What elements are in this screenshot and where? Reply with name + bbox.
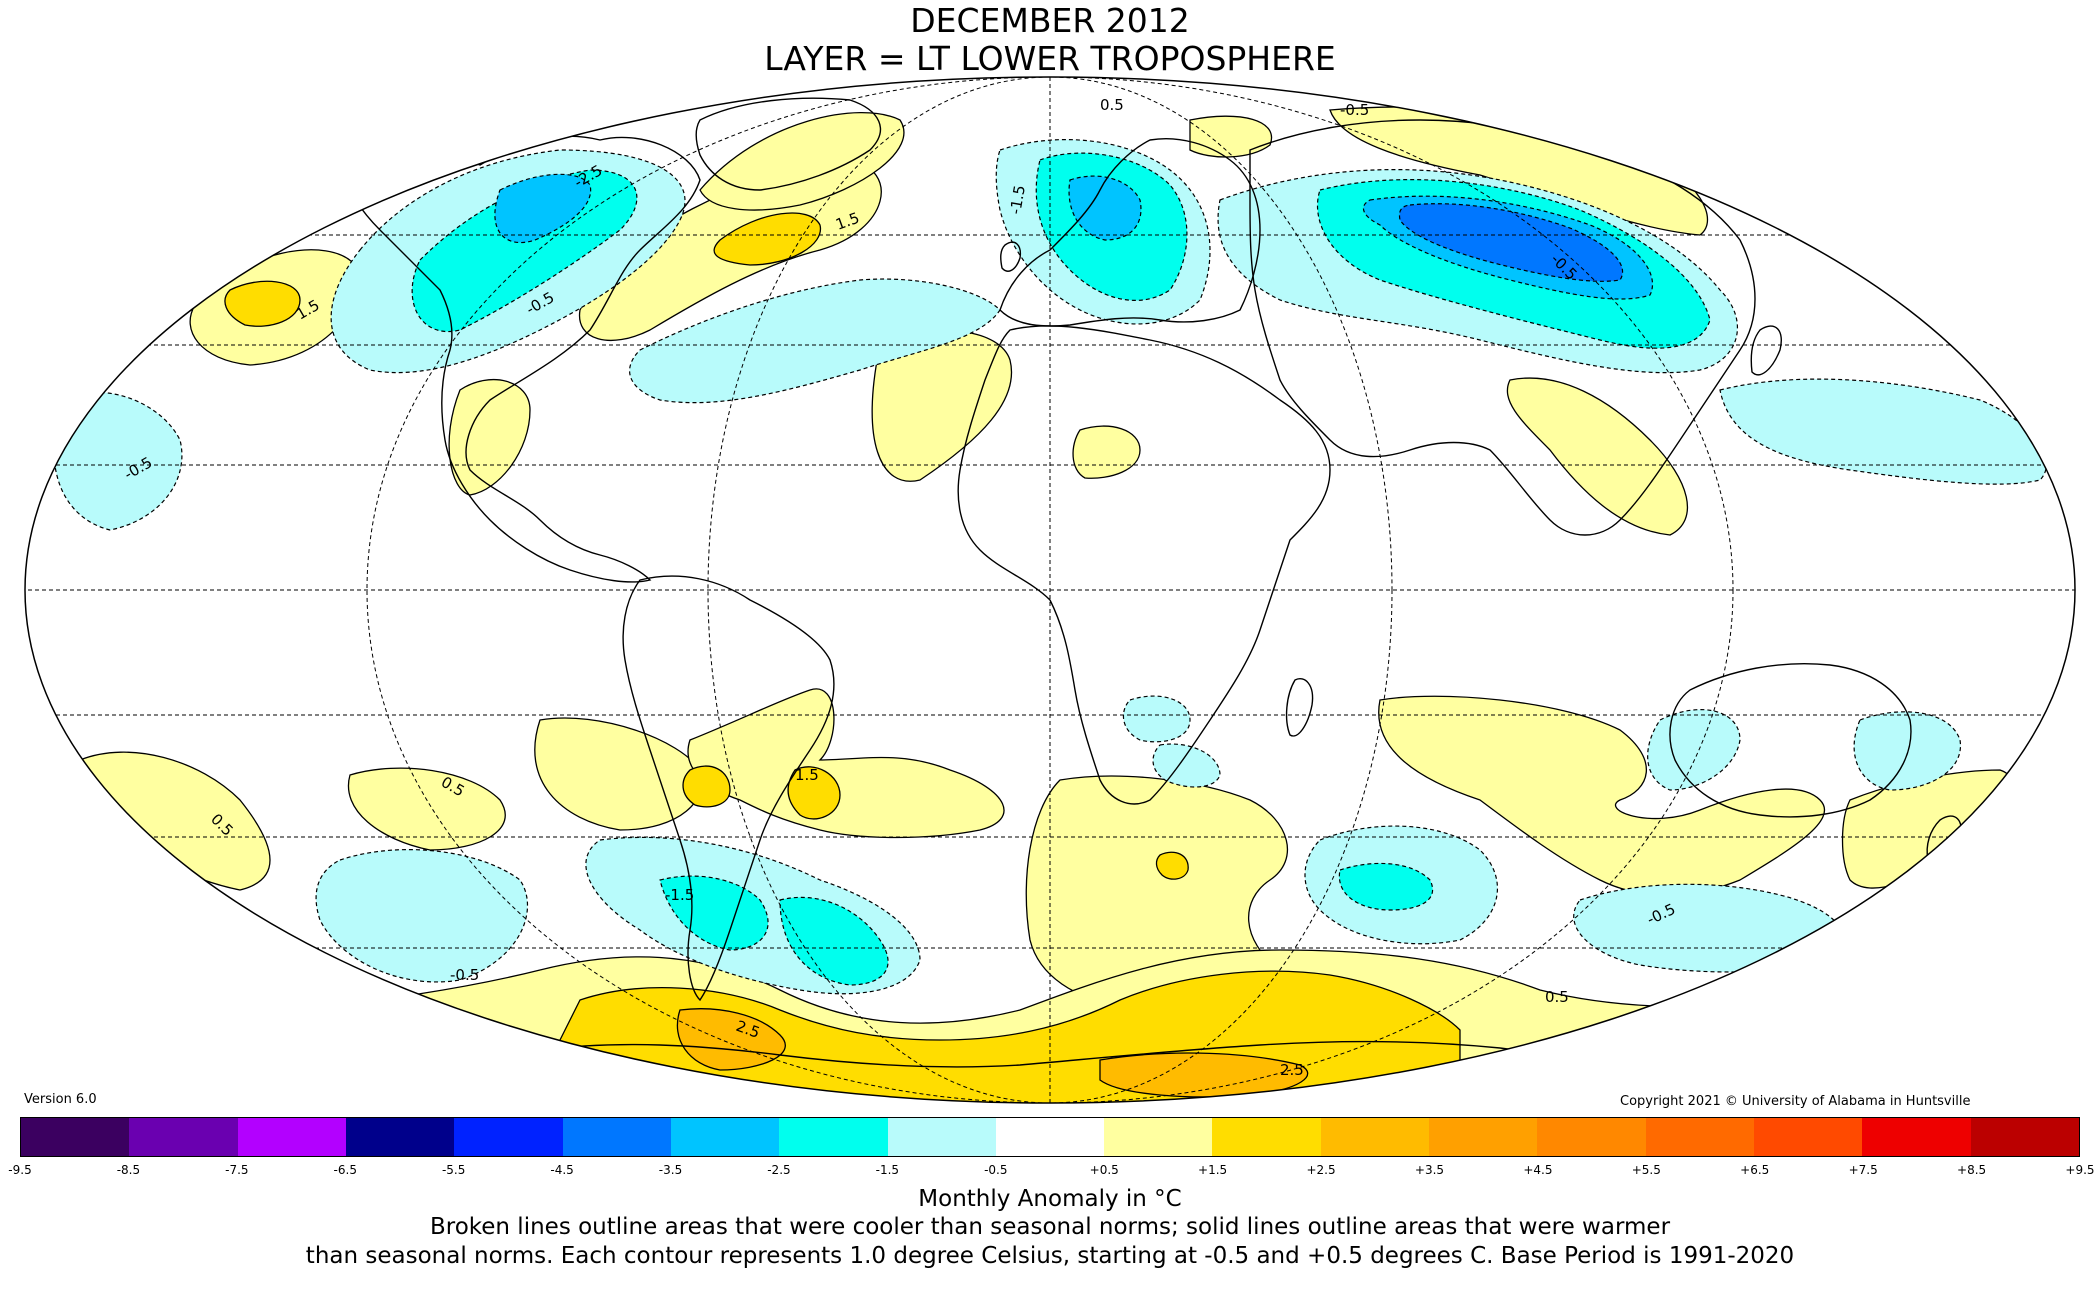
strongest-warm-east-antarctica (1099, 1052, 1309, 1098)
color-scale-tick-label: -2.5 (767, 1163, 791, 1177)
strong-warm-s-america (682, 765, 731, 808)
coast-australia (1669, 663, 1912, 818)
strong-warm-s-atlantic (787, 766, 841, 820)
color-scale-segment (21, 1118, 130, 1156)
color-scale-segment (1645, 1118, 1754, 1156)
color-scale-tick-label: +7.5 (1848, 1163, 1878, 1177)
coast-europe (999, 138, 1261, 327)
strongest-cool-eurasia (1398, 203, 1624, 282)
coast-uk (1000, 241, 1022, 272)
color-scale-segment (779, 1118, 888, 1156)
contour-label: -1.5 (1006, 184, 1029, 216)
strong-cool-s-america (659, 875, 769, 951)
contour-label: 0.5 (1100, 96, 1124, 114)
contour-label: -1.5 (665, 886, 694, 904)
copyright-label: Copyright 2021 © University of Alabama i… (1620, 1094, 1971, 1109)
cool-region-se-africa (1122, 695, 1191, 743)
color-scale-segment (1970, 1118, 2079, 1156)
cool-region-s-pacific (315, 848, 529, 983)
strongest-warm-ross (676, 1008, 786, 1071)
color-scale-segment (1537, 1118, 1646, 1156)
chart-title-layer: LAYER = LT LOWER TROPOSPHERE (764, 39, 1336, 78)
color-scale-tick-label: -8.5 (116, 1163, 141, 1177)
contour-label: 1.5 (795, 766, 819, 784)
color-scale-segment (1320, 1118, 1430, 1156)
legend-unit-label: Monthly Anomaly in °C (918, 1186, 1182, 1212)
color-scale-segment (887, 1118, 996, 1156)
color-scale-segment (129, 1118, 238, 1156)
stronger-cool-europe (1068, 175, 1142, 241)
coast-greenland (695, 97, 881, 191)
color-scale-tick-label: -1.5 (875, 1163, 900, 1177)
warm-region-s-pacific-central (347, 767, 506, 851)
warm-region-siberia-east (1189, 115, 1273, 158)
color-scale-tick-label: -3.5 (658, 1163, 683, 1177)
color-scale-segment (670, 1118, 780, 1156)
anomaly-map: -2.5 -1.5 -1.5 -0.5 -0.5 -0.5 -0.5 0.5 0… (24, 76, 2076, 1104)
cool-regions-strongest (1398, 203, 1624, 282)
stronger-cool-n-america (494, 173, 592, 244)
color-scale-tick-label: +5.5 (1631, 1163, 1661, 1177)
legend-caption-line1: Broken lines outline areas that were coo… (429, 1214, 1671, 1240)
warm-regions-strongest (676, 1008, 1309, 1098)
graticule (25, 77, 2075, 1103)
color-scale-tick-label: +4.5 (1523, 1163, 1553, 1177)
globe-outline (24, 76, 2076, 1104)
strong-cool-s-indian (1338, 862, 1434, 911)
color-scale-segment (1212, 1118, 1321, 1156)
color-scale-tick-label: +9.5 (2065, 1163, 2095, 1177)
coast-south-america (622, 575, 835, 1002)
warm-region-s-america-east (534, 717, 703, 831)
color-scale-ticks: -9.5 -8.5 -7.5 -6.5 -5.5 -4.5 -3.5 -2.5 -1.5 -0.5… (0, 1163, 2100, 1183)
warm-region-greenland (699, 112, 905, 211)
warm-region-s-america-south (687, 688, 1005, 839)
color-scale-segment (1104, 1118, 1213, 1156)
color-scale-tick-label: -6.5 (333, 1163, 357, 1177)
color-scale-tick-label: -0.5 (984, 1163, 1008, 1177)
color-scale-tick-label: -9.5 (8, 1163, 32, 1177)
color-scale-segment (995, 1118, 1105, 1156)
contour-label: -0.5 (1340, 101, 1369, 119)
contour-label: 2.5 (1280, 1061, 1304, 1079)
coast-antarctica (539, 1040, 1621, 1091)
cool-region-hawaii (53, 391, 183, 531)
warm-region-s-indian (1378, 695, 1826, 896)
cool-region-atlantic (629, 278, 1001, 404)
strong-warm-s-ocean (1155, 851, 1189, 880)
coast-japan (1750, 325, 1782, 376)
legend-caption-line2: than seasonal norms. Each contour repres… (305, 1243, 1795, 1269)
version-label: Version 6.0 (24, 1092, 97, 1107)
contour-label: -0.5 (450, 966, 479, 984)
color-scale-tick-label: +2.5 (1306, 1163, 1336, 1177)
warm-region-south-asia (1506, 377, 1689, 536)
color-scale-tick-label: -4.5 (550, 1163, 574, 1177)
color-scale-tick-label: +3.5 (1414, 1163, 1445, 1177)
color-scale-segment (345, 1118, 455, 1156)
color-scale-segment (562, 1118, 671, 1156)
color-scale-segment (237, 1118, 346, 1156)
color-scale-tick-label: -7.5 (225, 1163, 249, 1177)
coast-madagascar (1285, 678, 1314, 737)
coast-north-america (349, 135, 701, 583)
color-scale-bar (20, 1117, 2080, 1157)
color-scale-segment (1754, 1118, 1863, 1156)
strong-warm-greenland (713, 212, 822, 266)
color-scale-segment (454, 1118, 563, 1156)
chart-title-month: DECEMBER 2012 (910, 1, 1190, 40)
anomaly-fields: -2.5 -1.5 -1.5 -0.5 -0.5 -0.5 -0.5 0.5 0… (25, 77, 2075, 1103)
contour-label: 0.5 (1545, 988, 1569, 1006)
cool-region-pacific-n (1719, 378, 2047, 485)
coast-africa (957, 325, 1331, 805)
cool-region-tasman-n (1853, 711, 1961, 791)
strong-warm-npacific (224, 280, 301, 327)
color-scale-tick-label: +0.5 (1089, 1163, 1119, 1177)
color-scale-tick-label: +1.5 (1198, 1163, 1228, 1177)
color-scale-tick-label: -5.5 (441, 1163, 466, 1177)
color-scale-segment (1862, 1118, 1971, 1156)
color-scale-tick-label: +6.5 (1740, 1163, 1770, 1177)
strong-cool-south-chile (779, 896, 889, 986)
color-scale-segment (1429, 1118, 1538, 1156)
color-scale-tick-label: +8.5 (1957, 1163, 1987, 1177)
